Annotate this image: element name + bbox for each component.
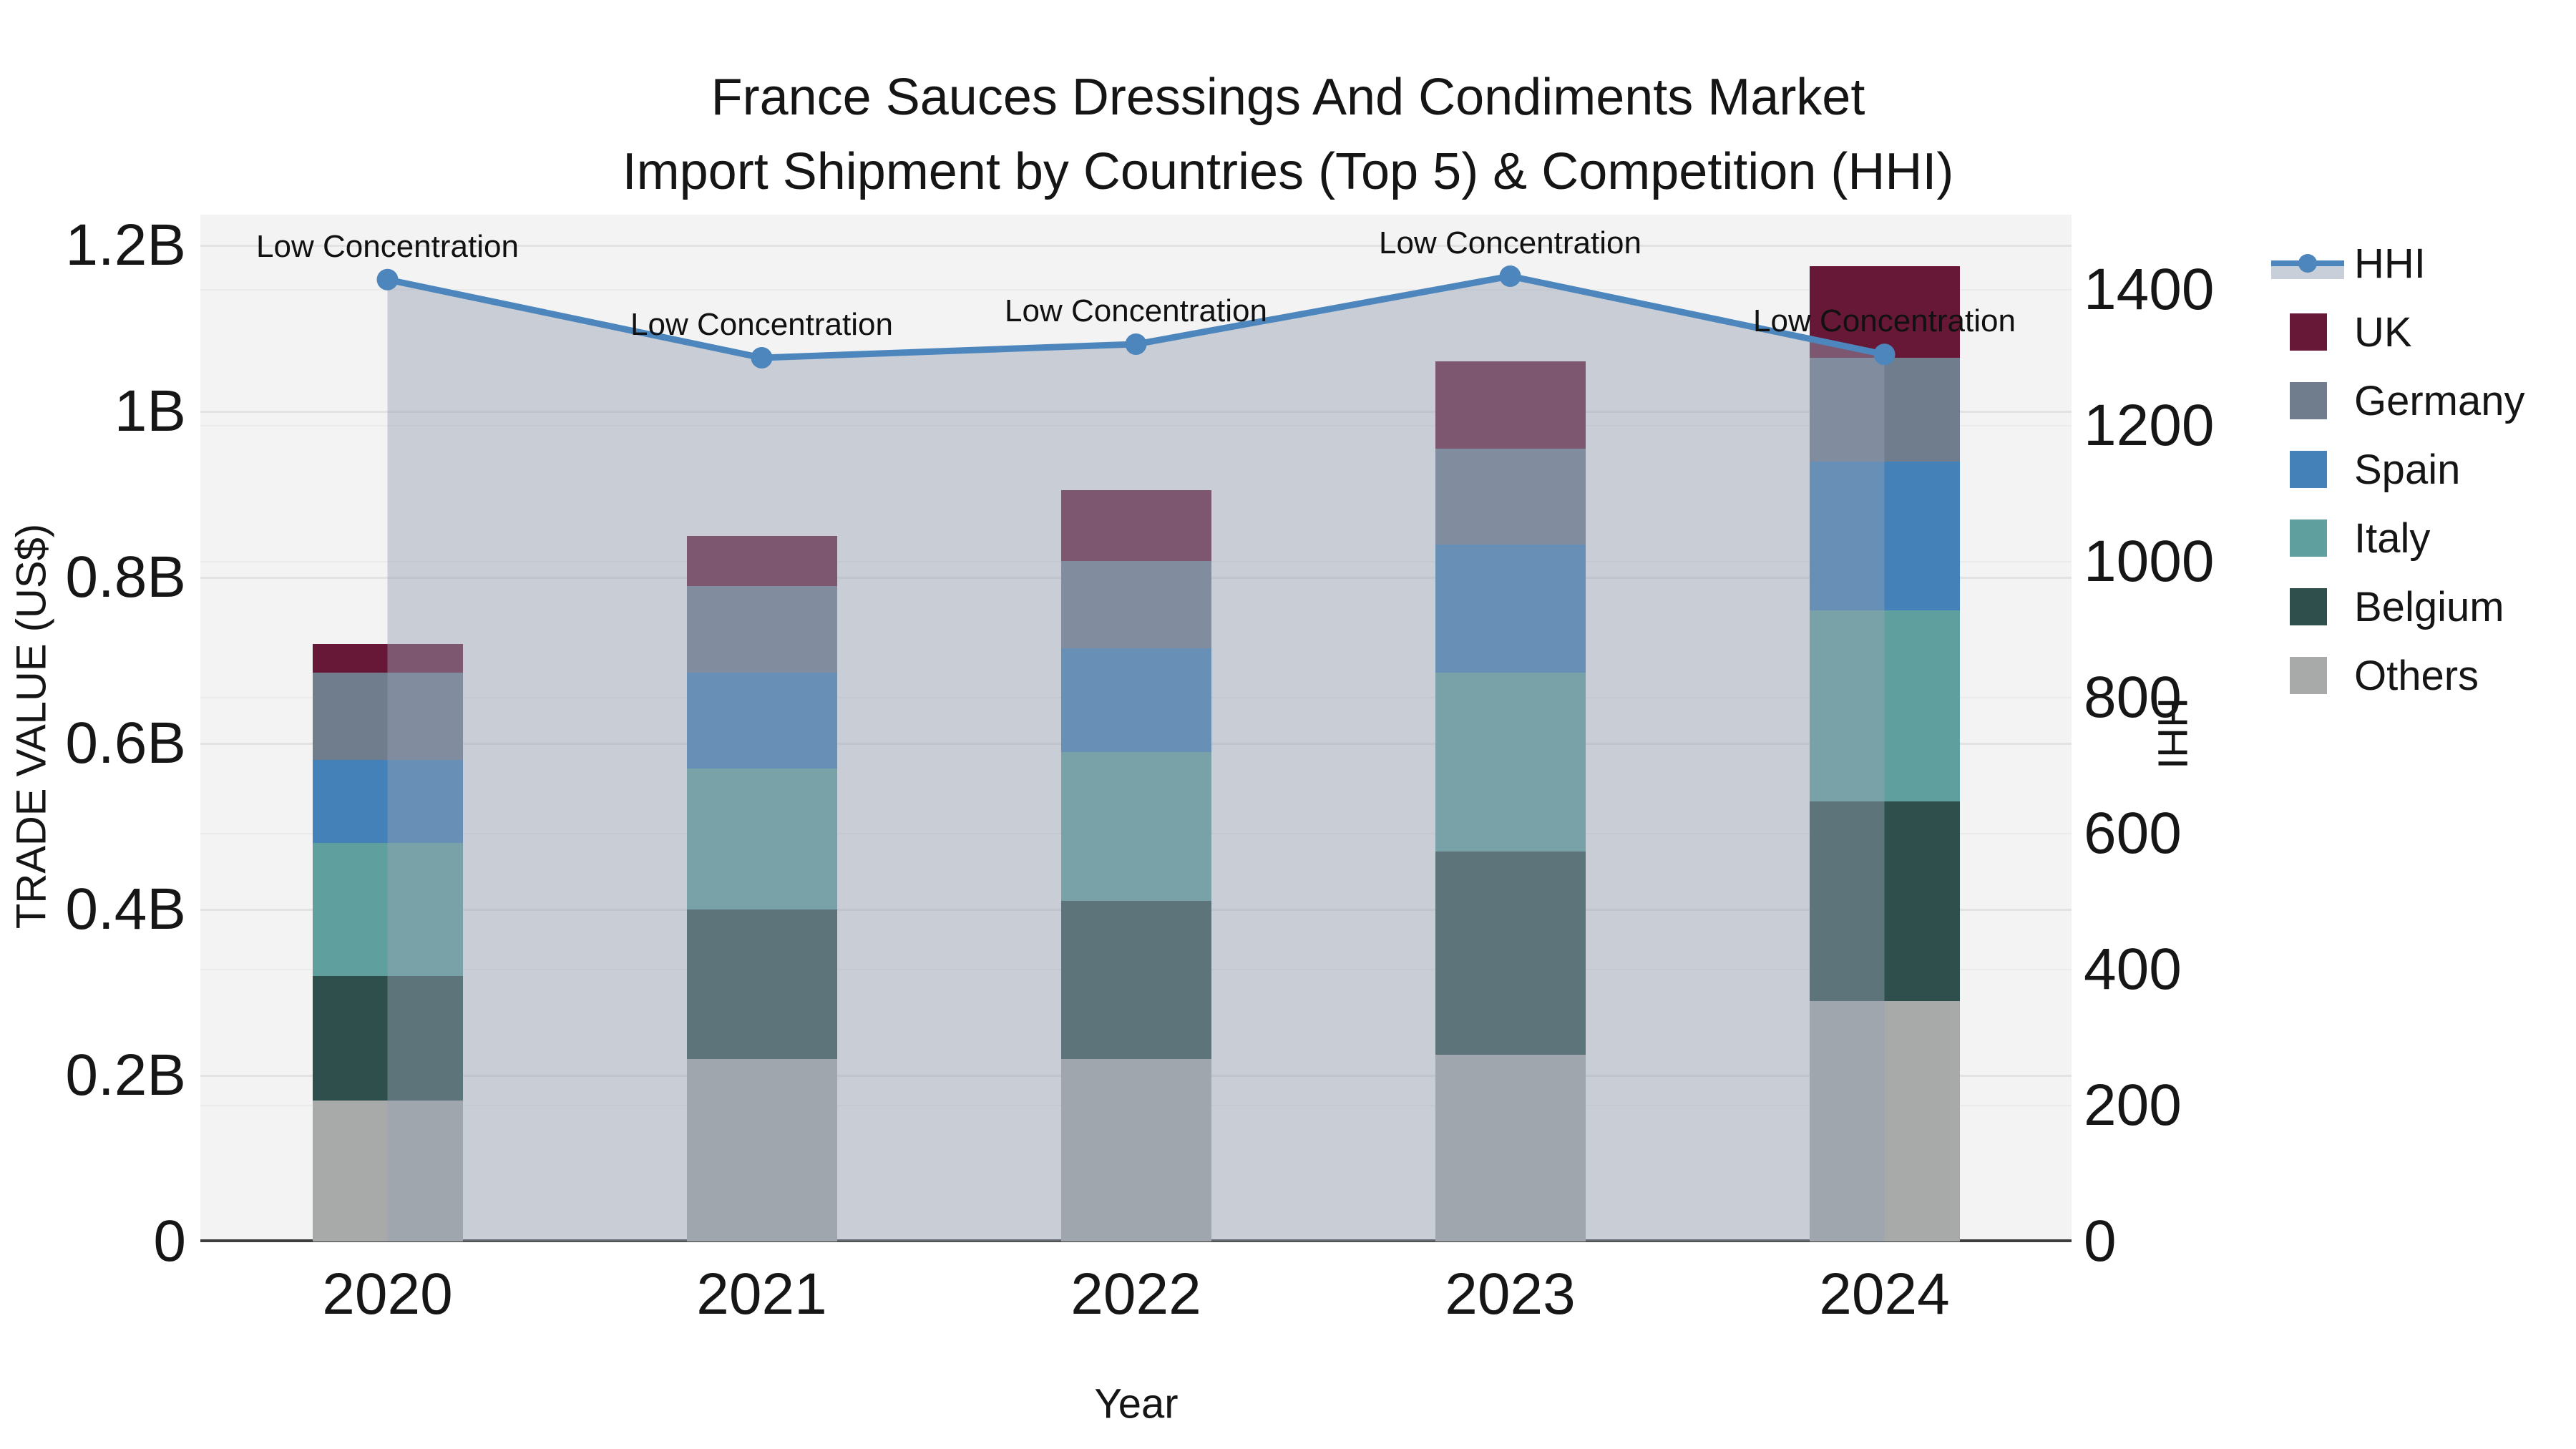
y-right-tick-label: 600: [2084, 801, 2182, 866]
bar-segment-uk-2022[interactable]: [1060, 490, 1211, 561]
y-left-tick-label: 0.2B: [65, 1043, 186, 1108]
bar-segment-spain-2022[interactable]: [1060, 648, 1211, 752]
legend-label: Others: [2354, 652, 2479, 699]
bar-segment-others-2022[interactable]: [1060, 1058, 1211, 1241]
legend-label: Germany: [2354, 377, 2525, 424]
annotation-2022: Low Concentration: [1005, 293, 1267, 328]
hhi-marker-2022[interactable]: [1125, 333, 1147, 355]
y-left-tick-label: 0.8B: [65, 545, 186, 610]
legend-label: Italy: [2354, 514, 2431, 562]
bar-segment-belgium-2024[interactable]: [1809, 801, 1960, 1001]
chart-title-line1: France Sauces Dressings And Condiments M…: [711, 69, 1865, 126]
others-swatch-icon: [2261, 654, 2347, 697]
bar-segment-spain-2024[interactable]: [1809, 461, 1960, 611]
gridline-left-axis: [200, 410, 2072, 413]
annotation-2020: Low Concentration: [256, 228, 519, 264]
bar-segment-uk-2023[interactable]: [1435, 361, 1586, 449]
bar-segment-uk-2020[interactable]: [312, 643, 463, 673]
legend-color-swatch: [2290, 382, 2327, 419]
bar-segment-belgium-2022[interactable]: [1060, 901, 1211, 1059]
y-right-tick-label: 1200: [2084, 393, 2215, 458]
legend-item-hhi[interactable]: HHI: [2261, 229, 2426, 298]
y-left-tick-label: 0: [153, 1209, 186, 1274]
bar-segment-spain-2020[interactable]: [312, 760, 463, 844]
x-tick-label-2020: 2020: [322, 1262, 453, 1327]
y-right-tick-label: 200: [2084, 1073, 2182, 1138]
legend-color-swatch: [2290, 451, 2327, 488]
y-right-tick-label: 800: [2084, 665, 2182, 730]
legend-color-swatch: [2290, 313, 2327, 351]
y-left-tick-label: 0.6B: [65, 711, 186, 776]
y-left-tick-label: 1B: [114, 379, 186, 444]
legend-label: HHI: [2354, 240, 2426, 287]
chart-title-line2: Import Shipment by Countries (Top 5) & C…: [622, 143, 1954, 200]
bar-segment-italy-2024[interactable]: [1809, 610, 1960, 802]
gridline-left-axis: [200, 244, 2072, 247]
bar-segment-uk-2021[interactable]: [686, 536, 837, 586]
legend-item-uk[interactable]: UK: [2261, 298, 2412, 366]
bar-segment-italy-2023[interactable]: [1435, 673, 1586, 852]
germany-swatch-icon: [2261, 379, 2347, 422]
y-right-tick-label: 400: [2084, 937, 2182, 1002]
x-axis-title: Year: [1094, 1380, 1179, 1428]
bar-segment-others-2024[interactable]: [1809, 1000, 1960, 1241]
bar-segment-germany-2020[interactable]: [312, 673, 463, 761]
legend-label: Belgium: [2354, 583, 2504, 630]
bar-segment-belgium-2020[interactable]: [312, 975, 463, 1101]
chart-title: France Sauces Dressings And Condiments M…: [0, 60, 2576, 209]
gridline-right-axis: [200, 289, 2072, 291]
italy-swatch-icon: [2261, 517, 2347, 560]
y-right-tick-label: 1400: [2084, 257, 2215, 322]
legend-label: Spain: [2354, 446, 2461, 493]
legend-color-swatch: [2290, 588, 2327, 625]
y-left-tick-label: 1.2B: [65, 213, 186, 278]
annotation-2021: Low Concentration: [630, 307, 893, 342]
bar-segment-belgium-2021[interactable]: [686, 909, 837, 1059]
hhi-marker-2021[interactable]: [751, 347, 773, 369]
legend-label: UK: [2354, 308, 2412, 356]
legend: HHI UK Germany Spain Italy Belgium Others: [2261, 0, 2576, 787]
bar-segment-spain-2021[interactable]: [686, 673, 837, 769]
hhi-marker-2023[interactable]: [1499, 265, 1521, 287]
y-right-tick-label: 0: [2084, 1209, 2117, 1274]
x-tick-label-2024: 2024: [1819, 1262, 1950, 1327]
legend-item-others[interactable]: Others: [2261, 641, 2479, 710]
legend-item-germany[interactable]: Germany: [2261, 366, 2525, 435]
bar-segment-italy-2022[interactable]: [1060, 751, 1211, 902]
x-tick-label-2022: 2022: [1070, 1262, 1201, 1327]
bar-segment-germany-2024[interactable]: [1809, 357, 1960, 462]
y-left-tick-label: 0.4B: [65, 877, 186, 942]
bar-segment-others-2020[interactable]: [312, 1100, 463, 1241]
bar-segment-belgium-2023[interactable]: [1435, 851, 1586, 1055]
bar-segment-others-2021[interactable]: [686, 1058, 837, 1241]
plot-area: Low Concentration Low Concentration Low Co…: [200, 215, 2072, 1242]
bar-segment-italy-2020[interactable]: [312, 843, 463, 976]
bar-segment-germany-2021[interactable]: [686, 585, 837, 673]
bar-segment-spain-2023[interactable]: [1435, 544, 1586, 673]
annotation-2023: Low Concentration: [1379, 225, 1641, 260]
hhi-line-icon: [2261, 242, 2347, 285]
hhi-marker-sample: [2298, 254, 2317, 273]
x-tick-label-2023: 2023: [1445, 1262, 1576, 1327]
bar-segment-germany-2023[interactable]: [1435, 449, 1586, 545]
legend-item-spain[interactable]: Spain: [2261, 435, 2460, 504]
belgium-swatch-icon: [2261, 585, 2347, 628]
x-tick-label-2021: 2021: [696, 1262, 827, 1327]
bar-segment-germany-2022[interactable]: [1060, 560, 1211, 648]
annotation-2024: Low Concentration: [1753, 303, 2016, 339]
legend-item-belgium[interactable]: Belgium: [2261, 572, 2504, 641]
y-right-tick-label: 1000: [2084, 529, 2215, 594]
bar-segment-italy-2021[interactable]: [686, 768, 837, 909]
legend-color-swatch: [2290, 519, 2327, 557]
legend-item-italy[interactable]: Italy: [2261, 504, 2430, 572]
hhi-marker-2020[interactable]: [376, 268, 399, 291]
uk-swatch-icon: [2261, 311, 2347, 353]
spain-swatch-icon: [2261, 448, 2347, 491]
gridline-right-axis: [200, 425, 2072, 426]
legend-color-swatch: [2290, 657, 2327, 694]
bar-segment-others-2023[interactable]: [1435, 1055, 1586, 1241]
